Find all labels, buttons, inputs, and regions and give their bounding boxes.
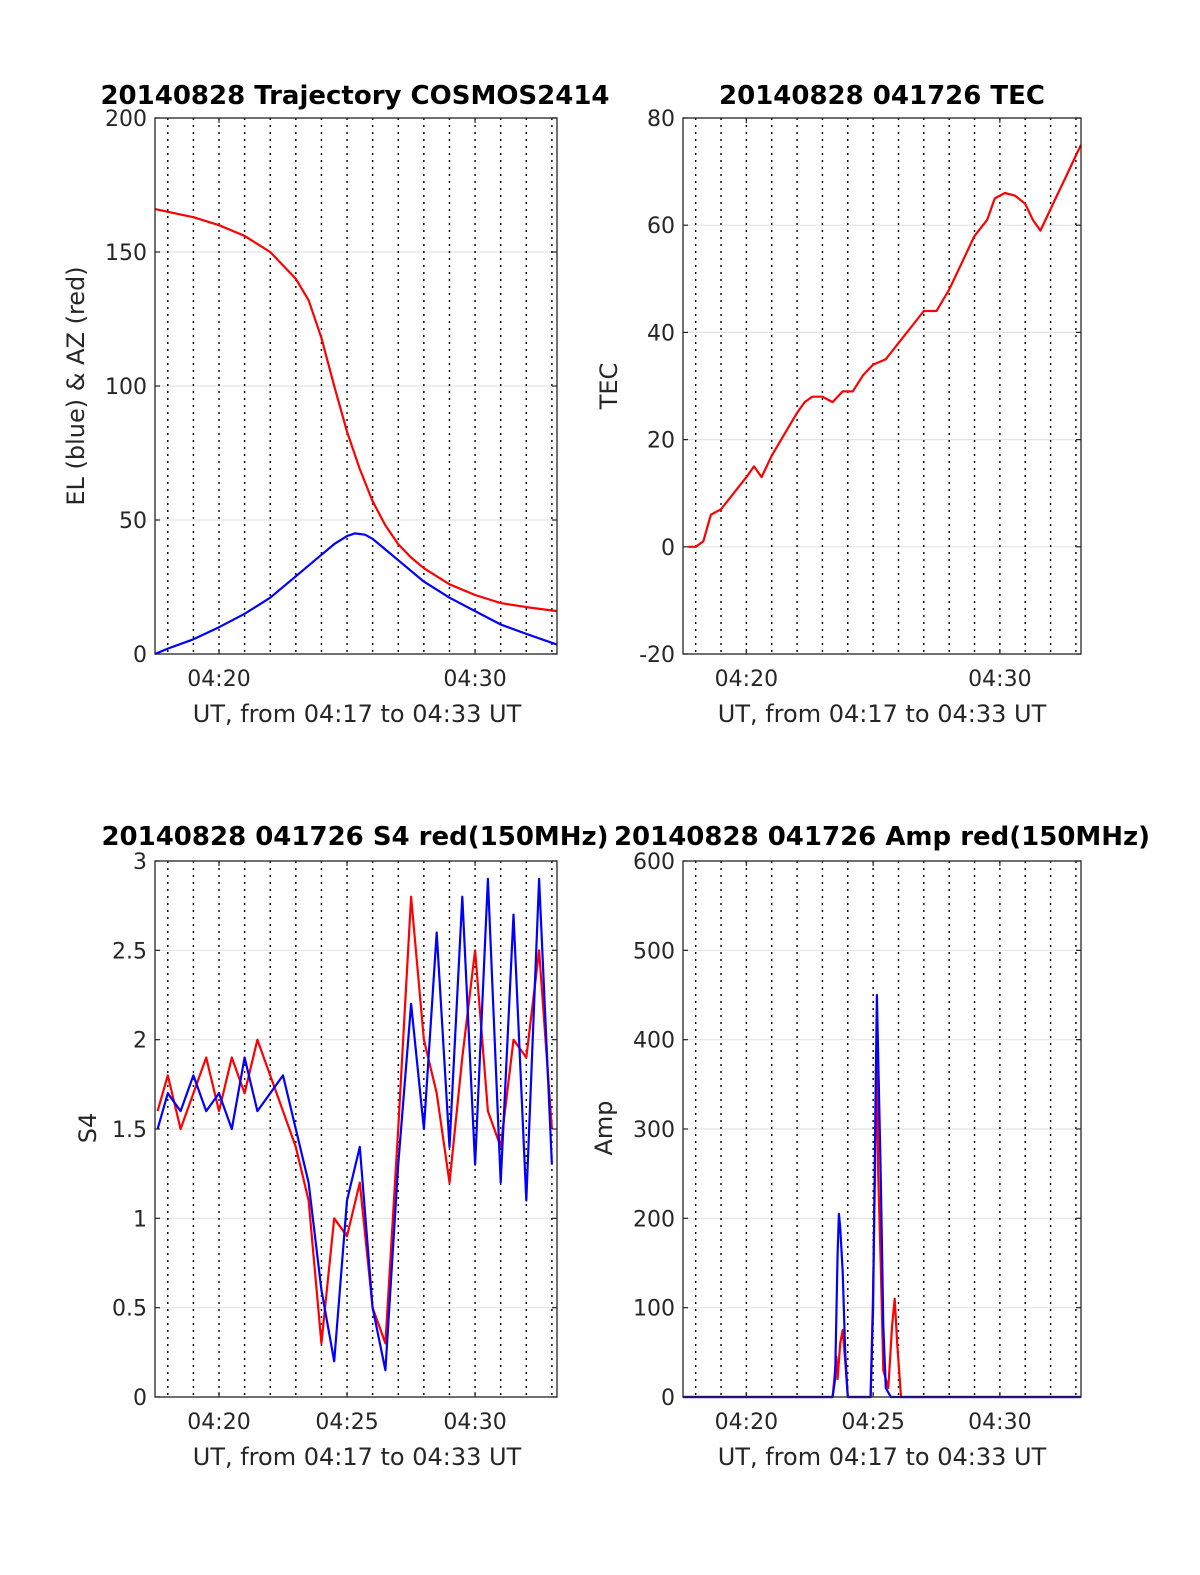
x-tick-label: 04:30 xyxy=(968,667,1031,692)
y-axis-label: TEC xyxy=(595,363,623,411)
y-tick-label: 80 xyxy=(647,107,675,132)
panel-title: 20140828 041726 Amp red(150MHz) xyxy=(614,822,1150,852)
panel-title: 20140828 041726 TEC xyxy=(719,81,1045,111)
y-tick-label: 0.5 xyxy=(112,1297,147,1322)
y-tick-label: 2.5 xyxy=(112,939,147,964)
y-tick-label: 400 xyxy=(633,1029,675,1054)
x-tick-label: 04:25 xyxy=(841,1410,904,1435)
panel-title: 20140828 Trajectory COSMOS2414 xyxy=(100,81,609,111)
panel-title: 20140828 041726 S4 red(150MHz) xyxy=(101,822,608,852)
y-tick-label: 150 xyxy=(105,241,147,266)
series-line xyxy=(154,532,558,656)
axes-frame xyxy=(682,117,1082,655)
x-tick-label: 04:20 xyxy=(715,1410,778,1435)
series-line xyxy=(688,144,1082,548)
y-tick-label: 600 xyxy=(633,850,675,875)
x-tick-label: 04:30 xyxy=(443,1410,506,1435)
y-tick-label: -20 xyxy=(639,643,675,668)
series-line xyxy=(156,877,553,1372)
y-tick-label: 300 xyxy=(633,1118,675,1143)
x-axis-label: UT, from 04:17 to 04:33 UT xyxy=(193,700,522,728)
s4-panel: 20140828 041726 S4 red(150MHz) UT, from … xyxy=(74,822,609,1471)
y-tick-label: 100 xyxy=(105,375,147,400)
y-tick-label: 0 xyxy=(661,536,675,561)
x-axis-label: UT, from 04:17 to 04:33 UT xyxy=(193,1443,522,1471)
y-tick-label: 60 xyxy=(647,214,675,239)
y-tick-label: 200 xyxy=(633,1207,675,1232)
x-tick-label: 04:20 xyxy=(187,1410,250,1435)
y-axis-label: EL (blue) & AZ (red) xyxy=(62,266,90,505)
plot-area xyxy=(683,118,1081,654)
y-tick-label: 20 xyxy=(647,429,675,454)
y-tick-label: 2 xyxy=(133,1029,147,1054)
y-tick-label: 500 xyxy=(633,939,675,964)
y-tick-label: 1 xyxy=(133,1207,147,1232)
y-tick-label: 0 xyxy=(133,643,147,668)
x-tick-label: 04:20 xyxy=(187,667,250,692)
y-tick-label: 50 xyxy=(119,509,147,534)
x-axis-label: UT, from 04:17 to 04:33 UT xyxy=(718,700,1047,728)
x-tick-label: 04:25 xyxy=(315,1410,378,1435)
tec-panel: 20140828 041726 TEC UT, from 04:17 to 04… xyxy=(595,81,1082,728)
y-tick-label: 1.5 xyxy=(112,1118,147,1143)
x-tick-label: 04:30 xyxy=(968,1410,1031,1435)
trajectory-panel: 20140828 Trajectory COSMOS2414 UT, from … xyxy=(62,81,610,728)
y-tick-label: 40 xyxy=(647,321,675,346)
x-axis-label: UT, from 04:17 to 04:33 UT xyxy=(718,1443,1047,1471)
y-axis-label: Amp xyxy=(590,1100,618,1155)
series-line xyxy=(154,208,558,613)
amp-panel: 20140828 041726 Amp red(150MHz) UT, from… xyxy=(590,822,1150,1471)
y-tick-label: 0 xyxy=(661,1386,675,1411)
y-tick-label: 100 xyxy=(633,1297,675,1322)
x-tick-label: 04:20 xyxy=(715,667,778,692)
y-tick-label: 200 xyxy=(105,107,147,132)
y-axis-label: S4 xyxy=(74,1113,102,1144)
y-tick-label: 0 xyxy=(133,1386,147,1411)
x-tick-label: 04:30 xyxy=(443,667,506,692)
y-tick-label: 3 xyxy=(133,850,147,875)
